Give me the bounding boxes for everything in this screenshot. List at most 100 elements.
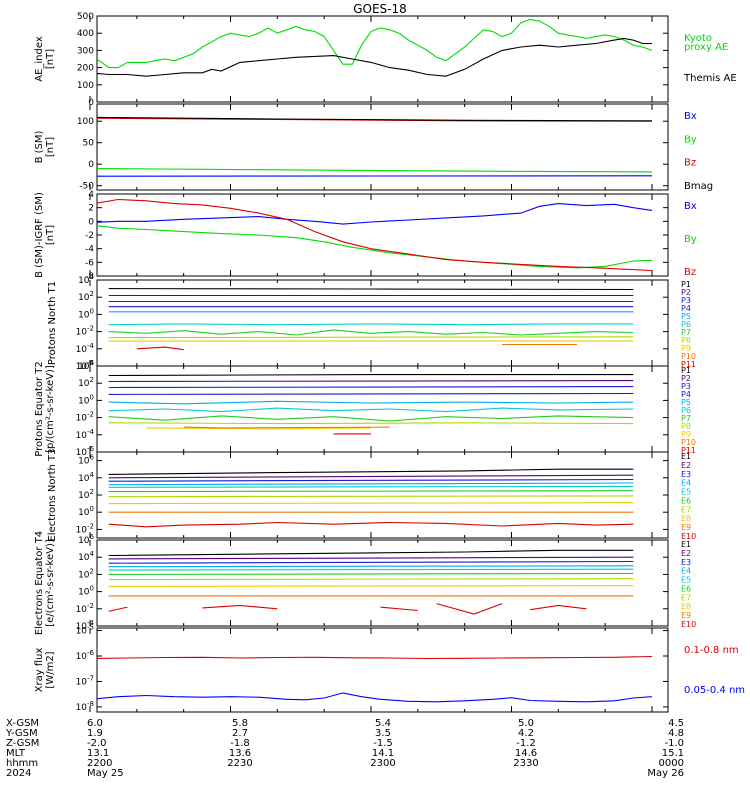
legend-item: E2 — [681, 461, 691, 470]
y-axis-label-text: B (SM)-IGRF (SM) — [34, 192, 45, 278]
y-tick-label: 0 — [88, 160, 94, 170]
legend-item: E9 — [681, 523, 691, 532]
panel-frame — [97, 280, 668, 366]
series-p6 — [109, 324, 634, 325]
legend-item: 0.1-0.8 nm — [684, 645, 739, 656]
legend-item: E1 — [681, 540, 691, 549]
legend-item: E6 — [681, 496, 691, 505]
chart-title: GOES-18 — [353, 2, 407, 16]
y-axis-label: Xray flux[W/m2] — [34, 648, 56, 693]
legend-item: E4 — [681, 567, 691, 576]
series-e2 — [109, 475, 634, 478]
y-axis-label: AE_index[nT] — [34, 36, 56, 82]
legend-item: Bx — [684, 111, 697, 122]
series-e10 — [109, 607, 128, 611]
series-e8 — [109, 503, 634, 504]
y-tick-label: -6 — [85, 258, 94, 268]
legend-item: Bx — [684, 201, 697, 212]
legend: 0.1-0.8 nm 0.05-0.4 nm — [684, 645, 745, 696]
ephemeris-value: 2230 — [227, 758, 252, 769]
legend-item: E8 — [681, 602, 691, 611]
panel-frame — [97, 194, 668, 276]
series-bx — [90, 204, 652, 225]
y-tick-label: 10-2 — [76, 325, 94, 338]
y-tick-label: 400 — [77, 29, 94, 39]
ephemeris-value: 2300 — [370, 758, 395, 769]
series-0-05-0-4-nm — [90, 693, 652, 702]
y-axis-label-unit: [p/(cm²-s-sr-keV)] — [45, 365, 56, 453]
series-p7 — [109, 330, 634, 335]
y-tick-label: 10-2 — [76, 411, 94, 424]
legend-item: 0.05-0.4 nm — [684, 685, 745, 696]
legend-item: E1 — [681, 452, 691, 461]
series-e3 — [109, 562, 634, 564]
y-tick-label: 100 — [78, 307, 94, 320]
y-axis-label-text: Electrons North T3 — [47, 448, 58, 541]
series-p6 — [109, 408, 634, 412]
y-tick-label: 100 — [77, 81, 94, 91]
ephemeris-value: 2330 — [513, 758, 538, 769]
series-by — [90, 169, 652, 172]
y-axis-label-unit: [nT] — [45, 137, 56, 157]
y-tick-label: 100 — [78, 393, 94, 406]
y-tick-label: 100 — [77, 117, 94, 127]
y-axis-label: B (SM)-IGRF (SM)[nT] — [34, 192, 56, 278]
series-p1 — [109, 289, 634, 290]
series-p8 — [109, 423, 634, 424]
series-e8 — [109, 586, 634, 587]
series-kyoto-proxy-ae — [90, 19, 652, 67]
series-e10 — [109, 523, 634, 527]
y-tick-label: 102 — [78, 290, 94, 303]
legend-item: By — [684, 234, 697, 245]
y-tick-label: 0 — [88, 98, 94, 108]
legend-item: E8 — [681, 514, 691, 523]
ephemeris-value: May 26 — [647, 768, 684, 779]
y-tick-label: 10-2 — [76, 602, 94, 615]
series-e4 — [109, 566, 634, 567]
legend-item: E3 — [681, 558, 691, 567]
y-axis-label-unit: [W/m2] — [45, 651, 56, 688]
legend-item: Themis AE — [683, 73, 737, 84]
series-e10b — [202, 605, 277, 608]
series-e10c — [380, 607, 417, 610]
y-tick-label: 100 — [78, 585, 94, 598]
y-tick-label: -4 — [85, 245, 94, 255]
y-tick-label: 104 — [78, 550, 94, 563]
y-axis-label: Electrons Equator T4[e/(cm²-s-sr-keV)] — [34, 531, 56, 635]
legend-item: E6 — [681, 584, 691, 593]
series-p4 — [109, 394, 634, 395]
series-e1 — [109, 469, 634, 474]
y-tick-label: 102 — [78, 376, 94, 389]
legend-item: E7 — [681, 593, 691, 602]
legend-item: E5 — [681, 576, 691, 585]
legend-item: E5 — [681, 488, 691, 497]
y-tick-label: -2 — [85, 231, 94, 241]
series-p7 — [109, 416, 634, 421]
y-tick-label: 100 — [78, 505, 94, 518]
y-tick-label: 4 — [88, 190, 94, 200]
series-e7 — [109, 496, 634, 497]
series-e2 — [109, 557, 634, 559]
y-tick-label: 50 — [83, 139, 95, 149]
legend-item: E7 — [681, 505, 691, 514]
panel-frame — [97, 104, 668, 190]
series-e10e — [530, 605, 586, 609]
y-axis-label-text: AE_index — [34, 36, 45, 82]
y-tick-label: 10-6 — [76, 649, 95, 662]
series-0-1-0-8-nm — [90, 657, 652, 659]
y-axis-label: Protons North T1 — [47, 281, 58, 365]
